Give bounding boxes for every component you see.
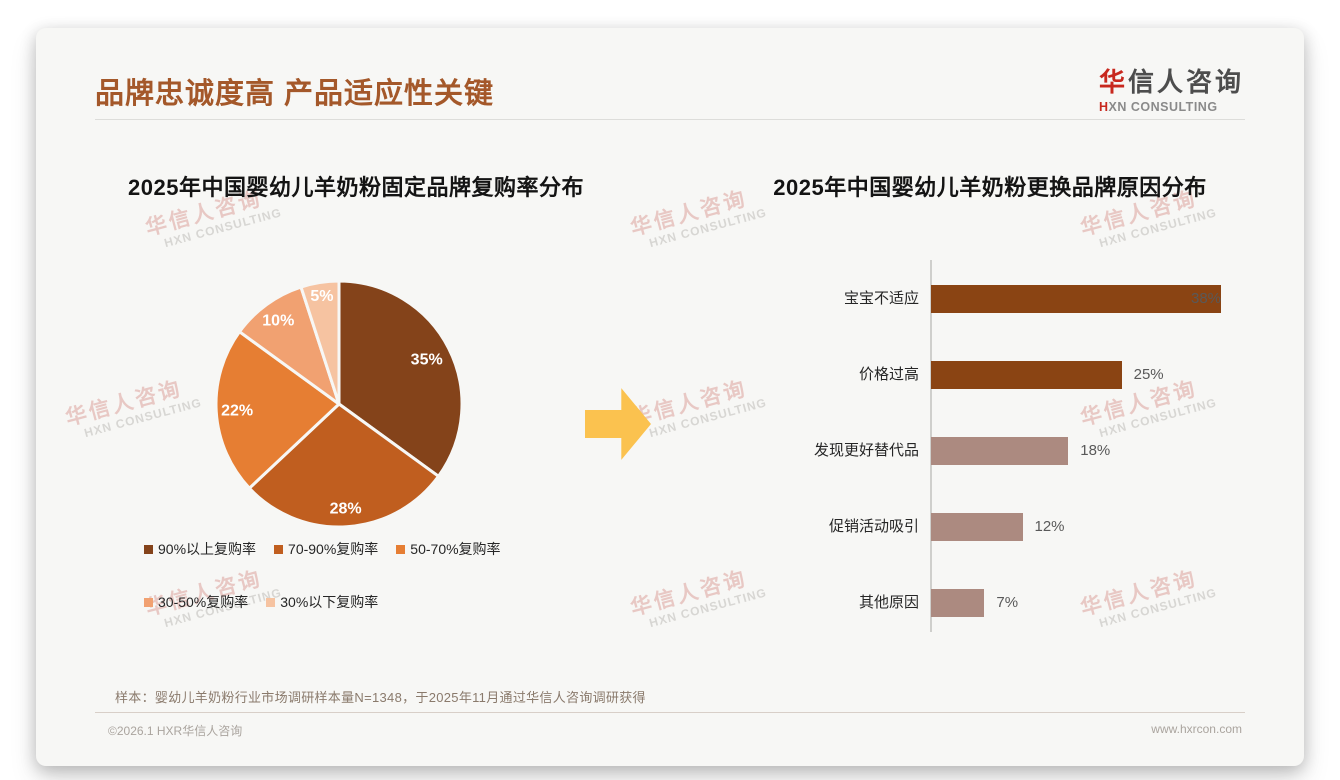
pie-chart: 35% 28% 22% 10% 5% bbox=[214, 279, 464, 529]
watermark-english: HXN CONSULTING bbox=[162, 205, 284, 251]
watermark-english: HXN CONSULTING bbox=[1097, 205, 1219, 251]
pie-chart-title: 2025年中国婴幼儿羊奶粉固定品牌复购率分布 bbox=[128, 175, 584, 200]
bar bbox=[931, 589, 985, 617]
bar-category-label: 其他原因 bbox=[858, 594, 919, 611]
legend-label: 50-70%复购率 bbox=[410, 541, 501, 557]
brand-logo-en-accent: H bbox=[1098, 100, 1109, 114]
legend-swatch bbox=[144, 597, 153, 607]
bar-value-label: 18% bbox=[1080, 442, 1111, 459]
bar-category-label: 发现更好替代品 bbox=[813, 442, 919, 459]
brand-logo-en-rest: XN CONSULTING bbox=[1108, 100, 1218, 114]
legend-item: 30%以下复购率 bbox=[266, 592, 378, 612]
brand-logo-accent-char: 华 bbox=[1098, 67, 1128, 97]
bar-category-label: 促销活动吸引 bbox=[828, 518, 919, 535]
website-url: www.hxrcon.com bbox=[1151, 722, 1242, 736]
watermark-english: HXN CONSULTING bbox=[647, 205, 769, 251]
footer-row: ©2026.1 HXR华信人咨询 www.hxrcon.com bbox=[108, 722, 1242, 739]
pie-legend: 90%以上复购率 70-90%复购率 50-70%复购率 30-50%复购率 30%以下… bbox=[144, 539, 624, 645]
bar-category-label: 价格过高 bbox=[858, 366, 919, 383]
transition-arrow-icon bbox=[585, 388, 651, 460]
pie-slice-label: 5% bbox=[310, 288, 333, 305]
pie-slice bbox=[337, 279, 464, 478]
pie-slice-label: 35% bbox=[411, 351, 443, 368]
legend-swatch bbox=[266, 597, 276, 607]
pie-slice bbox=[214, 330, 341, 490]
pie-slice bbox=[247, 402, 441, 529]
brand-logo-english: HXN CONSULTING bbox=[1099, 100, 1244, 114]
bar-chart: 宝宝不适应 38% 价格过高 25% 发现更好替代品 18% 促销活动吸引 12% 其他原因 7% bbox=[726, 254, 1286, 646]
pie-slice-label: 28% bbox=[330, 500, 362, 517]
footer-divider bbox=[95, 712, 1245, 713]
brand-watermark: 华信人咨询 HXN CONSULTING bbox=[62, 368, 203, 444]
bar bbox=[931, 513, 1023, 541]
legend-label: 70-90%复购率 bbox=[288, 541, 379, 557]
bar bbox=[931, 285, 1221, 313]
bar-value-label: 25% bbox=[1133, 366, 1164, 383]
legend-swatch bbox=[396, 544, 406, 554]
legend-label: 90%以上复购率 bbox=[158, 541, 257, 557]
legend-item: 70-90%复购率 bbox=[274, 539, 378, 559]
bar-value-label: 38% bbox=[1191, 290, 1222, 307]
legend-swatch bbox=[274, 544, 284, 554]
bar bbox=[931, 361, 1122, 389]
page-title: 品牌忠诚度高 产品适应性关键 bbox=[95, 78, 495, 110]
pie-slice-label: 10% bbox=[262, 312, 294, 329]
watermark-english: HXN CONSULTING bbox=[82, 395, 204, 441]
bar-value-label: 12% bbox=[1034, 518, 1065, 535]
copyright-text: ©2026.1 HXR华信人咨询 bbox=[108, 724, 243, 738]
slide-card: 华信人咨询 HXN CONSULTING 华信人咨询 HXN CONSULTING 华信… bbox=[36, 28, 1304, 766]
bar bbox=[931, 437, 1069, 465]
legend-label: 30%以下复购率 bbox=[280, 594, 379, 610]
legend-swatch bbox=[144, 544, 153, 554]
brand-logo-rest-chars: 信人咨询 bbox=[1127, 67, 1244, 97]
legend-item: 30-50%复购率 bbox=[144, 592, 248, 612]
brand-logo: 华信人咨询 HXN CONSULTING bbox=[1099, 62, 1244, 114]
pie-slice-label: 22% bbox=[221, 402, 253, 419]
legend-row: 30-50%复购率 30%以下复购率 bbox=[144, 592, 624, 612]
header-divider bbox=[95, 119, 1245, 120]
legend-row: 90%以上复购率 70-90%复购率 50-70%复购率 bbox=[144, 539, 624, 559]
brand-logo-chinese: 华信人咨询 bbox=[1099, 62, 1244, 99]
bar-chart-title: 2025年中国婴幼儿羊奶粉更换品牌原因分布 bbox=[773, 175, 1207, 200]
pie-slice bbox=[299, 279, 341, 406]
bar-value-label: 7% bbox=[996, 594, 1019, 611]
legend-item: 50-70%复购率 bbox=[396, 539, 501, 559]
sample-note: 样本：婴幼儿羊奶粉行业市场调研样本量N=1348，于2025年11月通过华信人咨… bbox=[115, 690, 646, 705]
watermark-chinese: 华信人咨询 bbox=[63, 376, 186, 431]
legend-item: 90%以上复购率 bbox=[144, 539, 256, 559]
bar-category-label: 宝宝不适应 bbox=[843, 290, 919, 307]
legend-label: 30-50%复购率 bbox=[158, 594, 249, 610]
